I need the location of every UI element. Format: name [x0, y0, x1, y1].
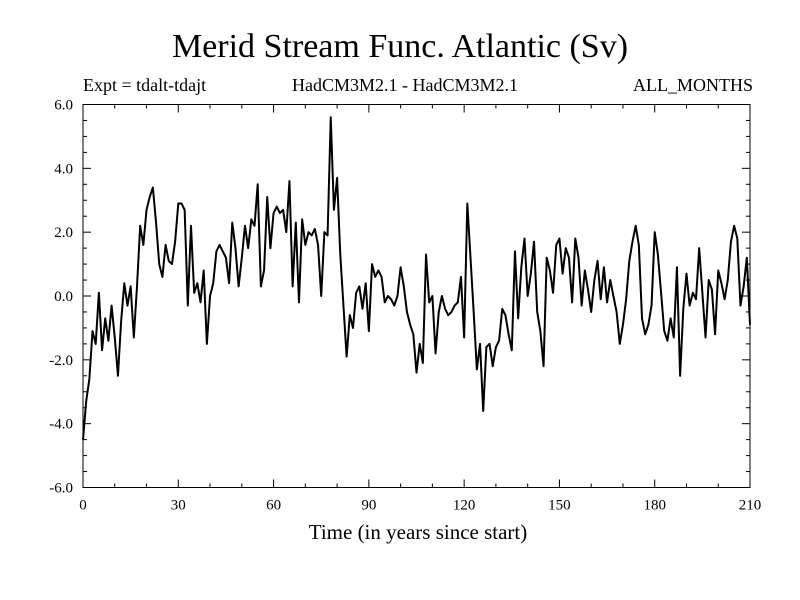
- months-label: ALL_MONTHS: [633, 75, 753, 95]
- x-tick-label: 120: [453, 498, 476, 514]
- y-tick-label: -6.0: [49, 481, 73, 497]
- tick-labels: 0 30 60 90 120 150 180 210 -6.0 -4.0 -2.0 0.0 2.0 4.0…: [49, 98, 761, 514]
- x-tick-label: 210: [739, 498, 762, 514]
- plot-frame: [82, 104, 751, 488]
- y-tick-label: -4.0: [49, 417, 73, 433]
- experiment-label: Expt = tdalt-tdajt: [83, 75, 207, 95]
- series-line: [82, 116, 751, 440]
- x-tick-label: 150: [548, 498, 571, 514]
- y-tick-label: 2.0: [54, 225, 73, 241]
- x-tick-label: 0: [79, 498, 87, 514]
- chart-title: Merid Stream Func. Atlantic (Sv): [171, 28, 629, 65]
- y-tick-label: -2.0: [49, 353, 73, 369]
- y-tick-label: 0.0: [54, 289, 73, 305]
- x-tick-label: 90: [361, 498, 376, 514]
- x-tick-label: 30: [171, 498, 186, 514]
- x-axis-title: Time (in years since start): [309, 520, 528, 544]
- y-tick-label: 6.0: [54, 98, 73, 114]
- x-tick-label: 180: [643, 498, 666, 514]
- axis-ticks: [82, 104, 751, 488]
- x-tick-label: 60: [266, 498, 281, 514]
- y-tick-label: 4.0: [54, 161, 73, 177]
- model-label: HadCM3M2.1 - HadCM3M2.1: [292, 75, 519, 95]
- series-layer: [82, 116, 751, 440]
